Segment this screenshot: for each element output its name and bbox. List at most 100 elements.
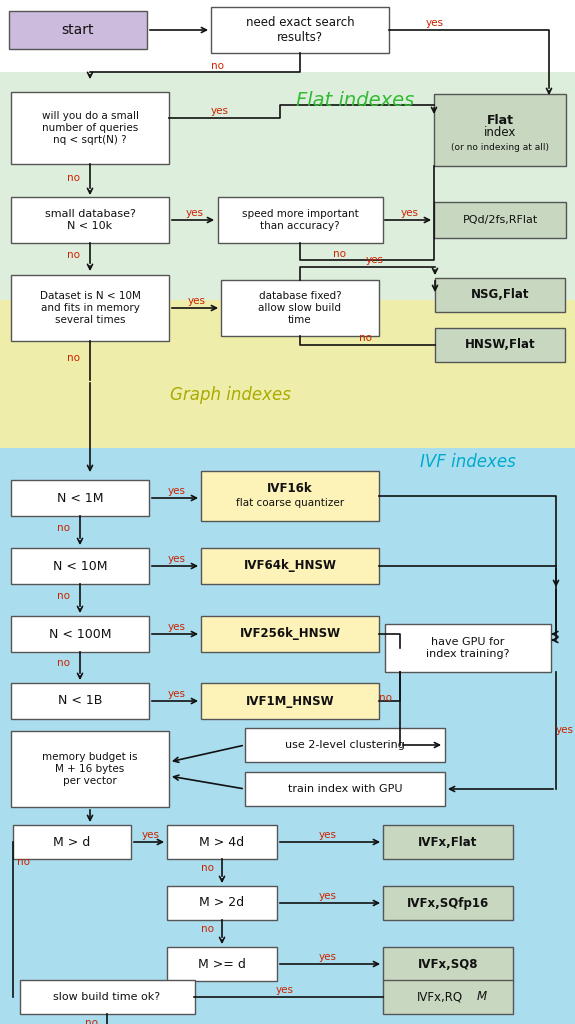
Bar	[245, 728, 445, 762]
Text: IVF64k_HNSW: IVF64k_HNSW	[243, 559, 336, 572]
Text: no: no	[67, 173, 81, 183]
Bar	[11, 92, 169, 164]
Bar	[0, 449, 575, 1024]
Text: N < 100M: N < 100M	[49, 628, 111, 640]
Bar	[383, 980, 513, 1014]
Text: use 2-level clustering: use 2-level clustering	[285, 740, 405, 750]
Text: IVFx,SQfp16: IVFx,SQfp16	[407, 896, 489, 909]
Text: yes: yes	[401, 208, 419, 218]
Bar	[201, 548, 379, 584]
Text: no: no	[17, 857, 29, 867]
Text: no: no	[212, 61, 224, 71]
Bar	[0, 72, 575, 300]
Text: IVF1M_HNSW: IVF1M_HNSW	[246, 694, 334, 708]
Text: flat coarse quantizer: flat coarse quantizer	[236, 498, 344, 508]
Text: Flat indexes: Flat indexes	[296, 90, 414, 110]
Text: yes: yes	[556, 725, 574, 735]
Text: slow build time ok?: slow build time ok?	[53, 992, 160, 1002]
Bar	[11, 480, 149, 516]
Text: yes: yes	[319, 952, 337, 962]
Text: no: no	[58, 658, 71, 668]
Bar	[201, 471, 379, 521]
Text: Flat: Flat	[486, 114, 513, 127]
Text: no: no	[334, 249, 347, 259]
Text: yes: yes	[186, 208, 204, 218]
Text: IVFx,RQ: IVFx,RQ	[417, 990, 463, 1004]
Bar	[217, 197, 382, 243]
Text: speed more important
than accuracy?: speed more important than accuracy?	[242, 209, 358, 230]
Text: N < 1B: N < 1B	[58, 694, 102, 708]
Text: no: no	[380, 693, 393, 703]
Text: yes: yes	[168, 486, 186, 496]
Text: memory budget is
M + 16 bytes
per vector: memory budget is M + 16 bytes per vector	[42, 753, 138, 785]
Bar	[167, 947, 277, 981]
Text: yes: yes	[426, 18, 444, 28]
Bar	[11, 683, 149, 719]
Text: IVF16k: IVF16k	[267, 482, 313, 496]
Bar	[0, 0, 575, 72]
Text: NSG,Flat: NSG,Flat	[471, 289, 529, 301]
Text: M: M	[477, 990, 487, 1004]
Bar	[11, 731, 169, 807]
Text: PQd/2fs,RFlat: PQd/2fs,RFlat	[462, 215, 538, 225]
Bar	[11, 197, 169, 243]
Text: yes: yes	[319, 830, 337, 840]
Text: Dataset is N < 10M
and fits in memory
several times: Dataset is N < 10M and fits in memory se…	[40, 292, 140, 325]
Text: yes: yes	[319, 891, 337, 901]
Text: N < 1M: N < 1M	[57, 492, 104, 505]
Text: no: no	[201, 924, 213, 934]
Bar	[201, 616, 379, 652]
Text: M > 2d: M > 2d	[200, 896, 244, 909]
Bar	[383, 947, 513, 981]
Text: Graph indexes: Graph indexes	[170, 386, 290, 404]
Bar	[0, 300, 575, 449]
Bar	[221, 280, 379, 336]
Text: M > d: M > d	[53, 836, 91, 849]
Bar	[211, 7, 389, 53]
Text: need exact search
results?: need exact search results?	[246, 16, 354, 44]
Bar	[385, 624, 551, 672]
Text: start: start	[62, 23, 94, 37]
Text: M > 4d: M > 4d	[200, 836, 244, 849]
Bar	[9, 11, 147, 49]
Text: yes: yes	[211, 106, 229, 116]
Text: HNSW,Flat: HNSW,Flat	[465, 339, 535, 351]
Bar	[383, 886, 513, 920]
Bar	[434, 202, 566, 238]
Text: N < 10M: N < 10M	[53, 559, 108, 572]
Text: no: no	[358, 333, 371, 343]
Text: have GPU for
index training?: have GPU for index training?	[426, 637, 510, 658]
Bar	[383, 825, 513, 859]
Text: will you do a small
number of queries
nq < sqrt(N) ?: will you do a small number of queries nq…	[41, 112, 139, 144]
Bar	[20, 980, 194, 1014]
Text: yes: yes	[168, 689, 186, 699]
Bar	[11, 548, 149, 584]
Bar	[434, 94, 566, 166]
Text: no: no	[201, 863, 213, 873]
Bar	[245, 772, 445, 806]
Text: M >= d: M >= d	[198, 957, 246, 971]
Text: IVFx,Flat: IVFx,Flat	[419, 836, 478, 849]
Text: IVF256k_HNSW: IVF256k_HNSW	[239, 628, 340, 640]
Text: no: no	[85, 1018, 98, 1024]
Text: no: no	[58, 523, 71, 534]
Text: yes: yes	[276, 985, 294, 995]
Text: train index with GPU: train index with GPU	[288, 784, 402, 794]
Text: yes: yes	[188, 296, 206, 306]
Text: index: index	[484, 127, 516, 139]
Text: yes: yes	[142, 830, 160, 840]
Text: IVFx,SQ8: IVFx,SQ8	[418, 957, 478, 971]
Text: yes: yes	[366, 255, 384, 265]
Bar	[167, 825, 277, 859]
Text: (or no indexing at all): (or no indexing at all)	[451, 143, 549, 153]
Bar	[13, 825, 131, 859]
Text: database fixed?
allow slow build
time: database fixed? allow slow build time	[259, 292, 342, 325]
Bar	[11, 275, 169, 341]
Bar	[201, 683, 379, 719]
Text: yes: yes	[168, 622, 186, 632]
Text: no: no	[67, 250, 81, 260]
Bar	[11, 616, 149, 652]
Text: yes: yes	[168, 554, 186, 564]
Bar	[435, 328, 565, 362]
Text: no: no	[58, 591, 71, 601]
